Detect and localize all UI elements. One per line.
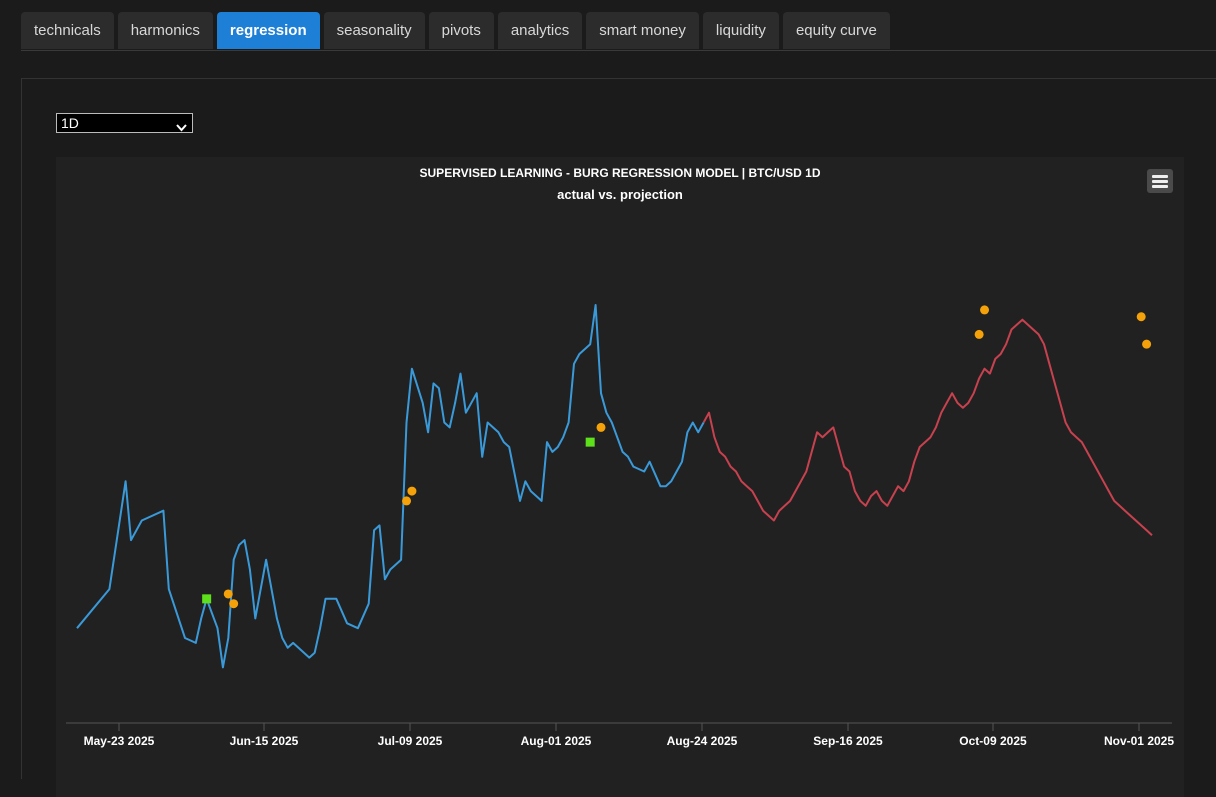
tab-smart-money[interactable]: smart money	[586, 12, 699, 49]
chart-title: SUPERVISED LEARNING - BURG REGRESSION MO…	[419, 166, 821, 180]
signal-square-marker	[585, 437, 595, 447]
tab-pivots[interactable]: pivots	[428, 12, 494, 49]
x-tick-label: Jul-09 2025	[378, 734, 443, 748]
x-tick-label: Aug-01 2025	[521, 734, 592, 748]
actual-series-line	[76, 304, 705, 669]
x-tick-label: Aug-24 2025	[667, 734, 738, 748]
x-axis: May-23 2025 Jun-15 2025 Jul-09 2025 Aug-01 …	[66, 722, 1174, 748]
signal-circle-marker	[1136, 312, 1146, 322]
tab-technicals[interactable]: technicals	[21, 12, 114, 49]
chevron-down-icon	[176, 118, 187, 136]
x-tick-label: Sep-16 2025	[813, 734, 883, 748]
signal-square-marker	[202, 594, 212, 604]
tab-regression[interactable]: regression	[216, 12, 320, 49]
x-tick-label: Jun-15 2025	[230, 734, 299, 748]
tab-bar: technicals harmonics regression seasonal…	[21, 12, 1216, 51]
signal-circle-marker	[596, 422, 606, 432]
regression-chart: May-23 2025 Jun-15 2025 Jul-09 2025 Aug-01 …	[56, 157, 1184, 797]
signal-circle-marker	[980, 305, 990, 315]
signal-circle-marker	[223, 589, 233, 599]
tab-harmonics[interactable]: harmonics	[117, 12, 213, 49]
timeframe-select[interactable]: 1D	[56, 113, 193, 133]
signal-circle-marker	[407, 486, 417, 496]
chart-plot: May-23 2025 Jun-15 2025 Jul-09 2025 Aug-01 …	[66, 304, 1174, 748]
tab-liquidity[interactable]: liquidity	[702, 12, 779, 49]
series-layer	[76, 304, 1153, 669]
x-tick-label: May-23 2025	[84, 734, 155, 748]
signal-circle-marker	[229, 599, 239, 609]
regression-panel: 1D May-23 2025 Jun-15 2025 Jul-09 2025 Aug-…	[21, 78, 1216, 797]
signal-circle-marker	[974, 329, 984, 339]
x-tick-label: Oct-09 2025	[959, 734, 1027, 748]
projection-series-line	[702, 318, 1153, 536]
signal-circle-marker	[1142, 339, 1152, 349]
signal-circle-marker	[402, 496, 412, 506]
marker-layer	[202, 305, 1152, 609]
chart-subtitle: actual vs. projection	[557, 187, 683, 202]
chart-menu-icon[interactable]	[1147, 169, 1173, 193]
tab-analytics[interactable]: analytics	[497, 12, 583, 49]
x-tick-label: Nov-01 2025	[1104, 734, 1174, 748]
timeframe-value: 1D	[61, 115, 79, 131]
tab-equity-curve[interactable]: equity curve	[782, 12, 890, 49]
tab-seasonality[interactable]: seasonality	[323, 12, 425, 49]
